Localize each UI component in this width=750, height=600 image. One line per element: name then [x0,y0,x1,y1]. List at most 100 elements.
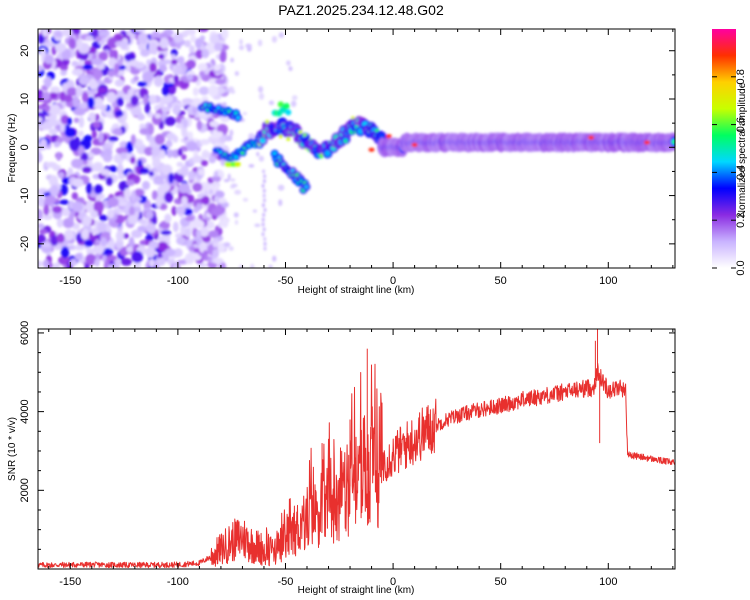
heatmap-cell [67,167,74,177]
heatmap-cell [153,75,164,87]
x-tick-label: -50 [278,576,294,588]
heatmap-cell [385,134,392,139]
heatmap-cell [259,137,266,144]
heatmap-cell [228,86,235,93]
heatmap-cell [157,185,166,197]
heatmap-cell [211,175,221,182]
heatmap-cell [159,203,168,211]
spectrogram-frame [37,28,676,269]
heatmap-cell [88,78,97,90]
heatmap-cell [171,59,178,65]
y-tick-label: -10 [19,188,31,204]
colorbar-tick-label: 0.0 [735,260,747,275]
heatmap-cell [82,64,93,70]
spectrogram-x-ticks: -150 -100 -50 0 50 100 [48,29,674,287]
spectrogram-x-axis-label: Height of straight line (km) [298,285,415,296]
heatmap-cell [257,39,263,47]
heatmap-cell [142,94,149,105]
heatmap-cell [126,246,133,253]
heatmap-cell [261,232,265,237]
heatmap-cell [42,259,50,268]
y-tick-label: 20 [19,45,31,57]
heatmap-cell [283,103,290,110]
heatmap-cell [100,237,107,247]
heatmap-cell [38,104,45,111]
heatmap-cell [181,154,187,161]
snr-x-ticks: -150 -100 -50 0 50 100 [48,329,674,588]
heatmap-cell [176,161,184,167]
heatmap-cell [94,36,102,42]
heatmap-cell [261,183,265,188]
heatmap-cell [263,208,267,213]
heatmap-cell [40,242,52,248]
heatmap-cell [128,236,135,249]
heatmap-cell [195,49,204,59]
heatmap-cell [223,179,230,183]
heatmap-cell [115,230,125,242]
heatmap-cell [198,242,205,253]
heatmap-cell [145,210,154,220]
heatmap-cell [254,223,261,228]
heatmap-cell [285,109,292,116]
chart-title: PAZ1.2025.234.12.48.G02 [278,2,444,18]
heatmap-cell [201,152,214,158]
heatmap-cell [272,255,277,262]
y-tick-label: -20 [19,236,31,252]
heatmap-cell [184,252,195,265]
heatmap-cell [181,196,188,205]
heatmap-cell [72,96,80,108]
heatmap-cell [137,113,145,121]
colorbar-tick-label: 0.8 [735,69,747,84]
y-tick-label: 10 [19,93,31,105]
heatmap-cell [80,228,90,240]
heatmap-cell [114,79,125,87]
heatmap-cell [588,135,595,140]
heatmap-cell [68,37,76,49]
heatmap-cell [277,101,284,108]
heatmap-cell [262,179,266,184]
heatmap-cell [43,104,51,112]
heatmap-cell [82,159,88,165]
heatmap-cell [53,141,60,148]
heatmap-cell [73,108,86,116]
heatmap-cell [291,95,298,101]
x-tick-label: 100 [599,275,617,287]
heatmap-cell [157,241,169,252]
heatmap-cell [116,97,124,107]
heatmap-cell [233,155,238,159]
x-tick-label: 100 [599,576,617,588]
heatmap-cell [222,102,227,107]
heatmap-cell [76,38,83,51]
heatmap-cell [39,122,51,131]
heatmap-cell [216,242,226,253]
heatmap-cell [98,51,108,61]
heatmap-cell [87,96,95,109]
heatmap-cell [38,64,44,72]
heatmap-cell [158,53,165,60]
heatmap-cell [142,70,154,83]
heatmap-cell [343,139,348,144]
heatmap-cell [208,230,219,238]
heatmap-cell [219,51,227,63]
heatmap-cell [71,158,83,169]
heatmap-cell [90,210,99,219]
heatmap-cell [39,138,48,150]
heatmap-cell [120,152,127,160]
heatmap-cell [94,258,100,267]
x-tick-label: -150 [59,275,81,287]
heatmap-cell [229,129,234,137]
heatmap-cell [93,200,104,213]
heatmap-cell [198,168,205,176]
heatmap-cell [116,163,124,176]
y-tick-label: 4000 [19,399,31,423]
heatmap-cell [92,138,101,146]
heatmap-cell [239,38,243,46]
heatmap-cell [262,193,266,198]
heatmap-cell [131,229,143,239]
heatmap-cell [262,169,266,174]
y-tick-label: 2000 [19,478,31,502]
heatmap-cell [176,236,186,245]
heatmap-cell [125,64,131,72]
heatmap-cell [66,117,73,125]
